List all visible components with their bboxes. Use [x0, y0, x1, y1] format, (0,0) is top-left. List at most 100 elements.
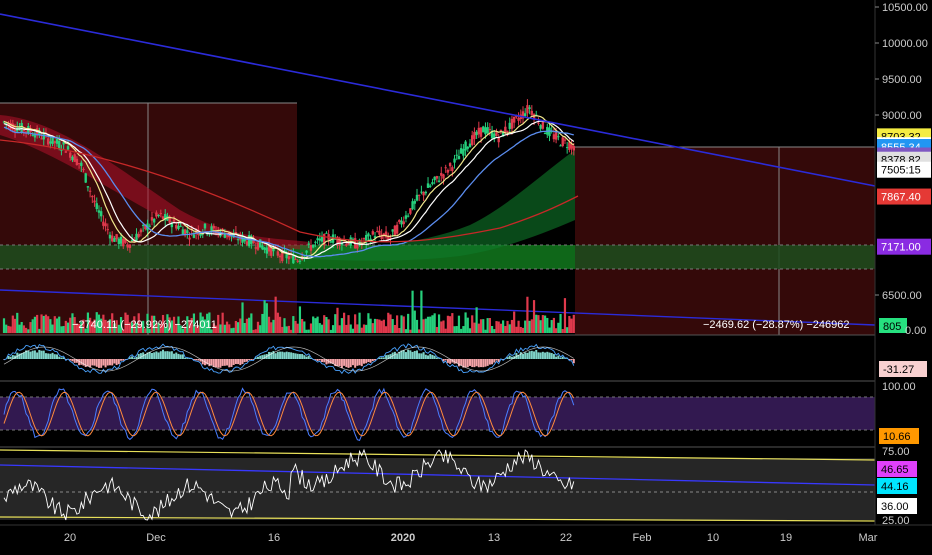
volume-bar	[228, 324, 230, 333]
volume-bar	[252, 330, 254, 333]
macd-histogram-bar	[74, 359, 76, 363]
volume-bar	[270, 322, 272, 333]
macd-histogram-bar	[116, 359, 118, 365]
candle-body	[155, 213, 157, 217]
macd-histogram-bar	[153, 352, 155, 359]
volume-bar	[442, 320, 444, 333]
candle-body	[40, 138, 42, 139]
macd-histogram-bar	[295, 353, 297, 359]
volume-bar	[573, 315, 575, 333]
macd-histogram-bar	[469, 359, 471, 366]
macd-histogram-bar	[180, 355, 182, 359]
volume-bar	[43, 316, 45, 333]
volume-bar	[16, 313, 18, 333]
volume-bar	[38, 329, 40, 333]
volume-bar	[54, 316, 56, 333]
candle-body	[193, 235, 195, 238]
macd-histogram-bar	[409, 350, 411, 359]
volume-bar	[319, 323, 321, 333]
volume-bar	[21, 322, 23, 333]
macd-histogram-bar	[445, 359, 447, 360]
candle-body	[498, 138, 500, 143]
candle-body	[420, 192, 422, 193]
volume-bar	[29, 322, 31, 333]
candle-body	[517, 118, 519, 121]
candle-body	[422, 192, 424, 195]
volume-bar	[548, 328, 550, 333]
candle-body	[138, 234, 140, 237]
candle-body	[54, 141, 56, 143]
macd-histogram-bar	[403, 350, 405, 359]
candle-body	[562, 137, 564, 146]
macd-histogram-bar	[350, 359, 352, 367]
macd-histogram-bar	[546, 352, 548, 359]
volume-bar	[511, 320, 513, 333]
volume-bar	[487, 318, 489, 333]
macd-histogram-bar	[354, 359, 356, 368]
macd-histogram-bar	[213, 359, 215, 367]
time-tick-label: 22	[560, 532, 572, 544]
time-tick-label: Feb	[633, 532, 652, 544]
macd-histogram-bar	[60, 358, 62, 359]
macd-histogram-bar	[548, 353, 550, 359]
macd-histogram-bar	[242, 359, 244, 364]
macd-histogram-bar	[301, 354, 303, 359]
volume-bar	[533, 300, 535, 333]
candle-body	[325, 233, 327, 234]
macd-histogram-bar	[484, 359, 486, 367]
macd-histogram-bar	[447, 359, 449, 363]
macd-histogram-bar	[166, 351, 168, 359]
time-tick-label: 19	[780, 532, 792, 544]
volume-bar	[429, 317, 431, 333]
volume-bar	[411, 291, 413, 333]
candle-body	[440, 173, 442, 176]
candle-body	[314, 242, 316, 243]
volume-bar	[27, 329, 29, 333]
candle-body	[126, 245, 128, 248]
volume-bar	[47, 316, 49, 333]
volume-bar	[370, 319, 372, 333]
macd-histogram-bar	[370, 359, 372, 363]
candle-body	[389, 238, 391, 239]
macd-histogram-bar	[564, 358, 566, 359]
volume-bar	[520, 327, 522, 333]
macd-histogram-bar	[239, 359, 241, 365]
macd-histogram-bar	[118, 359, 120, 364]
candle-body	[486, 127, 488, 133]
rsi-badge-label: 44.16	[881, 481, 909, 493]
candle-body	[140, 230, 142, 233]
volume-bar	[515, 327, 517, 333]
macd-histogram-bar	[94, 359, 96, 366]
volume-bar	[336, 308, 338, 333]
macd-histogram-bar	[555, 357, 557, 359]
volume-bar	[460, 329, 462, 333]
candle-body	[312, 245, 314, 248]
macd-histogram-bar	[363, 359, 365, 364]
volume-bar	[531, 319, 533, 333]
candle-body	[509, 123, 511, 129]
volume-bar	[264, 300, 266, 333]
candle-body	[376, 231, 378, 232]
macd-histogram-bar	[195, 359, 197, 360]
volume-bar	[478, 324, 480, 333]
volume-bar	[363, 324, 365, 333]
macd-histogram-bar	[526, 353, 528, 359]
volume-bar	[438, 314, 440, 333]
volume-bar	[3, 318, 5, 333]
macd-histogram-bar	[524, 352, 526, 359]
volume-bar	[385, 326, 387, 333]
volume-bar	[381, 321, 383, 333]
measure-left-label: −2740.11 (−29.92%) −274011	[72, 319, 217, 331]
macd-histogram-bar	[542, 352, 544, 359]
volume-bar	[219, 324, 221, 333]
macd-histogram-bar	[85, 359, 87, 367]
volume-bar	[246, 319, 248, 333]
volume-bar	[358, 313, 360, 333]
macd-histogram-bar	[425, 355, 427, 359]
volume-bar	[314, 318, 316, 333]
volume-bar	[416, 320, 418, 333]
macd-histogram-bar	[219, 359, 221, 368]
candle-body	[447, 170, 449, 173]
